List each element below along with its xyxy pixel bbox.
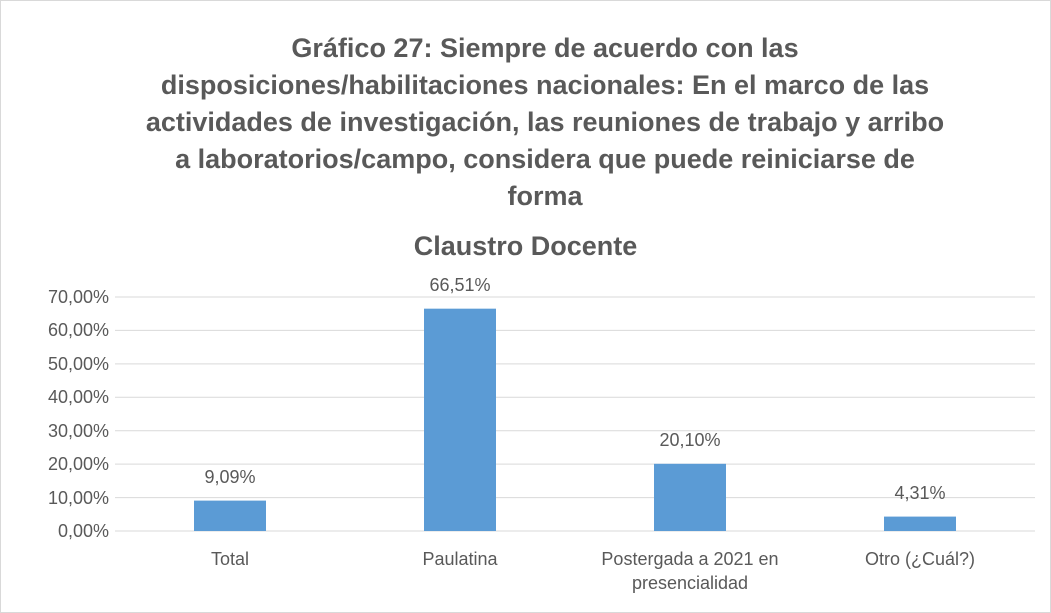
bar (884, 516, 956, 531)
x-tick-label: Total (210, 549, 250, 569)
y-tick-label: 40,00% (47, 387, 109, 408)
y-tick-label: 60,00% (47, 320, 109, 341)
value-label: 66,51% (429, 274, 491, 295)
value-label: 9,09% (204, 466, 256, 487)
y-tick-label: 20,00% (47, 454, 109, 475)
y-tick-label: 70,00% (47, 287, 109, 307)
y-tick-label: 0,00% (57, 521, 109, 541)
chart-title: Gráfico 27: Siempre de acuerdo con las d… (145, 33, 945, 211)
chart-subtitle: Claustro Docente (413, 231, 638, 261)
value-label: 20,10% (659, 429, 721, 450)
y-tick-label: 10,00% (47, 487, 109, 508)
bar (424, 308, 496, 531)
x-tick-label: Otro (¿Cuál?) (864, 549, 976, 569)
x-tick-label: Paulatina (422, 549, 498, 569)
bar (654, 463, 726, 531)
value-label: 4,31% (894, 482, 946, 503)
y-tick-label: 50,00% (47, 353, 109, 374)
y-tick-label: 30,00% (47, 420, 109, 441)
x-tick-label: Postergada a 2021 en presencialidad (601, 549, 779, 593)
bar (194, 500, 266, 531)
